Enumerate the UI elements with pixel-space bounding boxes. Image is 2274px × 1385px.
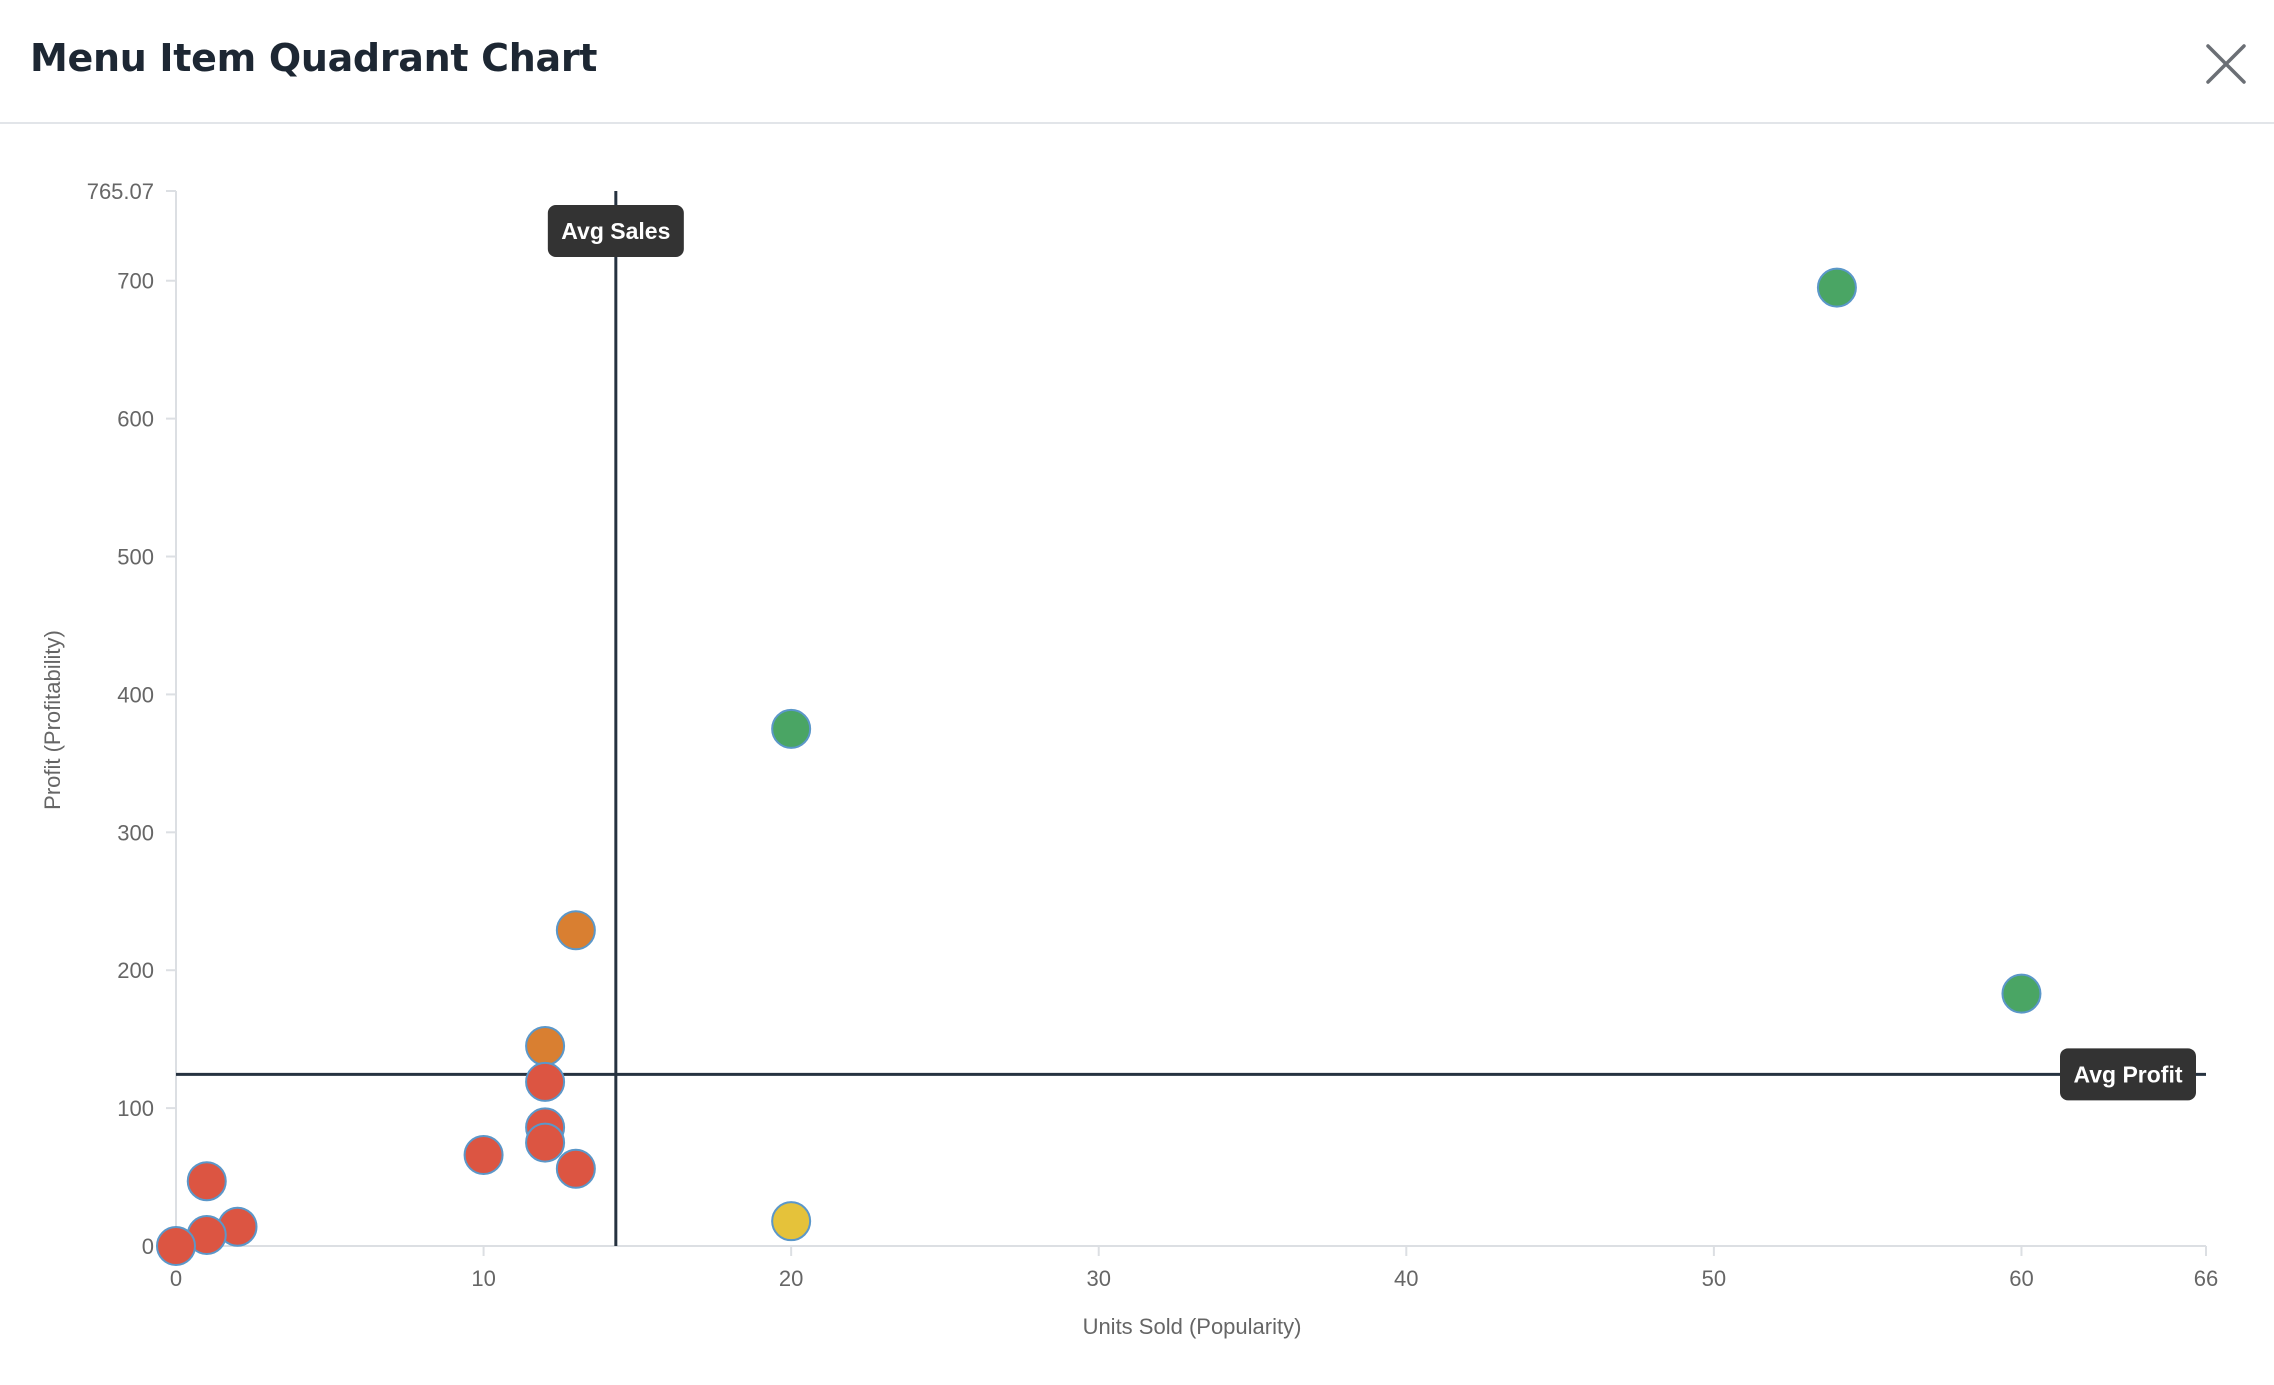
data-points <box>156 267 2042 1266</box>
y-tick-label: 200 <box>117 958 154 983</box>
data-point <box>1816 267 1857 308</box>
close-button[interactable] <box>2200 38 2252 90</box>
data-point <box>186 1161 227 1202</box>
data-point <box>156 1226 196 1266</box>
reference-lines <box>176 191 2206 1246</box>
y-axis-title: Profit (Profitability) <box>40 630 65 810</box>
data-point <box>525 1026 566 1067</box>
reference-labels: Avg Sales Avg Profit <box>547 205 2196 1101</box>
y-tick-label: 100 <box>117 1096 154 1121</box>
avg-sales-label: Avg Sales <box>547 205 684 257</box>
chart-axes: 0 10 20 30 40 50 60 66 0 100 200 300 400 500 600 700 765… <box>87 179 2219 1291</box>
x-tick-label: 60 <box>2009 1266 2033 1291</box>
data-point <box>525 1061 566 1102</box>
avg-profit-label-box <box>2060 1048 2196 1101</box>
data-point <box>2001 973 2042 1014</box>
y-tick-label: 700 <box>117 269 154 294</box>
x-tick-label: 10 <box>471 1266 495 1291</box>
dialog-header: Menu Item Quadrant Chart <box>0 0 2274 124</box>
data-point <box>771 708 812 749</box>
x-tick-label: 30 <box>1086 1266 1110 1291</box>
close-icon <box>2206 44 2246 84</box>
x-tick-label: 20 <box>779 1266 803 1291</box>
avg-profit-label: Avg Profit <box>2060 1048 2196 1101</box>
x-axis-title: Units Sold (Popularity) <box>1083 1314 1302 1339</box>
y-tick-label: 0 <box>142 1234 154 1259</box>
y-tick-label: 500 <box>117 545 154 570</box>
x-tick-label: 50 <box>1702 1266 1726 1291</box>
data-point <box>463 1134 504 1175</box>
y-tick-label: 765.07 <box>87 179 154 204</box>
y-tick-label: 600 <box>117 407 154 432</box>
x-tick-label: 0 <box>170 1266 182 1291</box>
data-point <box>771 1201 812 1242</box>
avg-sales-label-box <box>547 205 684 257</box>
data-point <box>525 1122 566 1163</box>
avg-sales-label-text: Avg Sales <box>561 218 670 244</box>
y-tick-label: 300 <box>117 820 154 845</box>
quadrant-scatter-chart: 0 10 20 30 40 50 60 66 0 100 200 300 400 500 600 700 765… <box>40 179 2219 1339</box>
avg-profit-label-text: Avg Profit <box>2073 1061 2182 1087</box>
chart-area: 0 10 20 30 40 50 60 66 0 100 200 300 400 500 600 700 765… <box>0 125 2274 1380</box>
data-point <box>555 1148 596 1189</box>
y-tick-label: 400 <box>117 682 154 707</box>
x-tick-label: 66 <box>2194 1266 2218 1291</box>
data-point <box>555 910 596 951</box>
x-tick-label: 40 <box>1394 1266 1418 1291</box>
dialog-title: Menu Item Quadrant Chart <box>30 36 598 80</box>
